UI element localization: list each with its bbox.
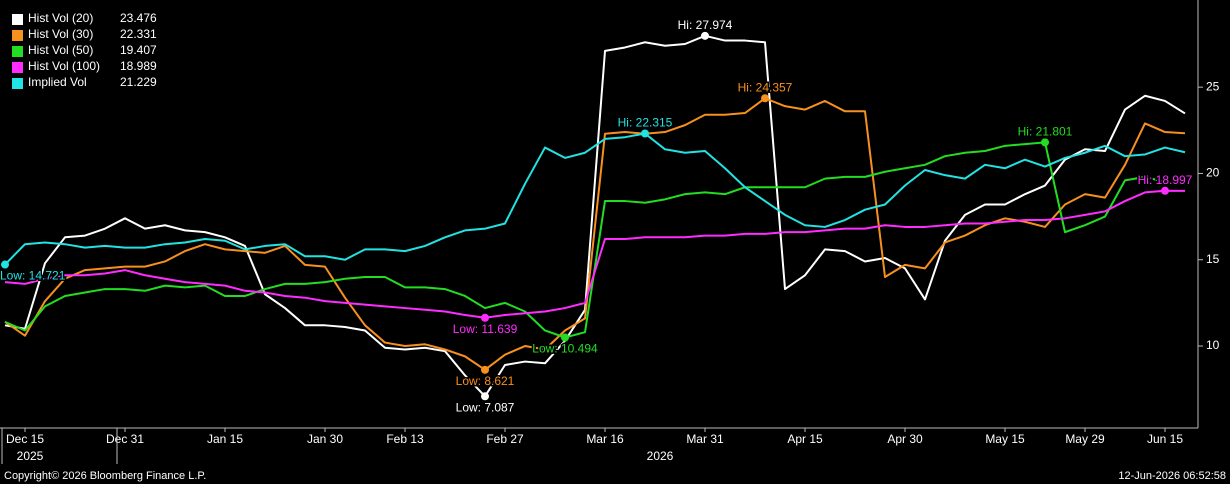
legend-value: 22.331 <box>120 27 157 41</box>
legend-value: 19.407 <box>120 43 157 57</box>
extreme-label: Low: 11.639 <box>453 322 518 336</box>
x-tick-label: Feb 13 <box>386 432 424 446</box>
extreme-label: Hi: 21.801 <box>1018 125 1073 139</box>
x-tick-label: May 29 <box>1065 432 1105 446</box>
x-tick-label: Dec 15 <box>6 432 44 446</box>
x-tick-label: Jan 30 <box>307 432 343 446</box>
series-line <box>4 34 1186 398</box>
extreme-marker <box>481 365 489 374</box>
extreme-marker <box>761 94 769 103</box>
series-line <box>4 141 1186 339</box>
legend-value: 18.989 <box>120 59 157 73</box>
extreme-label: Low: 7.087 <box>456 400 515 414</box>
x-tick-label: Mar 16 <box>586 432 624 446</box>
extreme-label: Low: 14.721 <box>0 269 66 283</box>
legend-label: Hist Vol (100) <box>28 59 100 73</box>
extreme-marker <box>481 313 489 322</box>
year-label: 2025 <box>17 449 44 463</box>
extreme-marker <box>1161 186 1169 195</box>
legend-label: Hist Vol (50) <box>28 43 93 57</box>
x-tick-label: May 15 <box>985 432 1025 446</box>
y-tick-label: 25 <box>1206 79 1220 93</box>
extreme-label: Low: 10.494 <box>532 342 598 356</box>
extreme-label: Hi: 24.357 <box>738 80 793 94</box>
x-tick-label: Dec 31 <box>106 432 144 446</box>
x-tick-label: Mar 31 <box>686 432 724 446</box>
y-tick-label: 10 <box>1206 338 1220 352</box>
legend-swatch <box>12 14 23 25</box>
extreme-marker <box>481 392 489 401</box>
legend-label: Hist Vol (30) <box>28 27 93 41</box>
series-line <box>4 189 1186 319</box>
extreme-marker <box>641 129 649 138</box>
legend-value: 23.476 <box>120 11 157 25</box>
year-label: 2026 <box>647 449 674 463</box>
extreme-label: Hi: 22.315 <box>618 116 673 130</box>
x-tick-label: Feb 27 <box>486 432 524 446</box>
extreme-label: Hi: 18.997 <box>1138 173 1193 187</box>
legend-swatch <box>12 46 23 57</box>
legend-label: Implied Vol <box>28 75 87 89</box>
legend-swatch <box>12 78 23 89</box>
extreme-label: Low: 8.621 <box>456 374 515 388</box>
x-tick-label: Jun 15 <box>1147 432 1183 446</box>
legend-label: Hist Vol (20) <box>28 11 93 25</box>
extreme-marker <box>561 333 569 342</box>
extreme-marker <box>701 31 709 40</box>
x-tick-label: Apr 30 <box>887 432 923 446</box>
legend-swatch <box>12 62 23 73</box>
extreme-marker <box>1 260 9 269</box>
x-tick-label: Apr 15 <box>787 432 823 446</box>
extreme-marker <box>1041 138 1049 147</box>
copyright: Copyright© 2026 Bloomberg Finance L.P. <box>4 470 206 482</box>
x-tick-label: Jan 15 <box>207 432 243 446</box>
y-tick-label: 20 <box>1206 166 1220 180</box>
timestamp: 12-Jun-2026 06:52:58 <box>1118 470 1226 482</box>
extreme-label: Hi: 27.974 <box>678 18 733 32</box>
series-line <box>4 132 1186 266</box>
y-tick-label: 15 <box>1206 252 1220 266</box>
legend-value: 21.229 <box>120 75 157 89</box>
legend-swatch <box>12 30 23 41</box>
